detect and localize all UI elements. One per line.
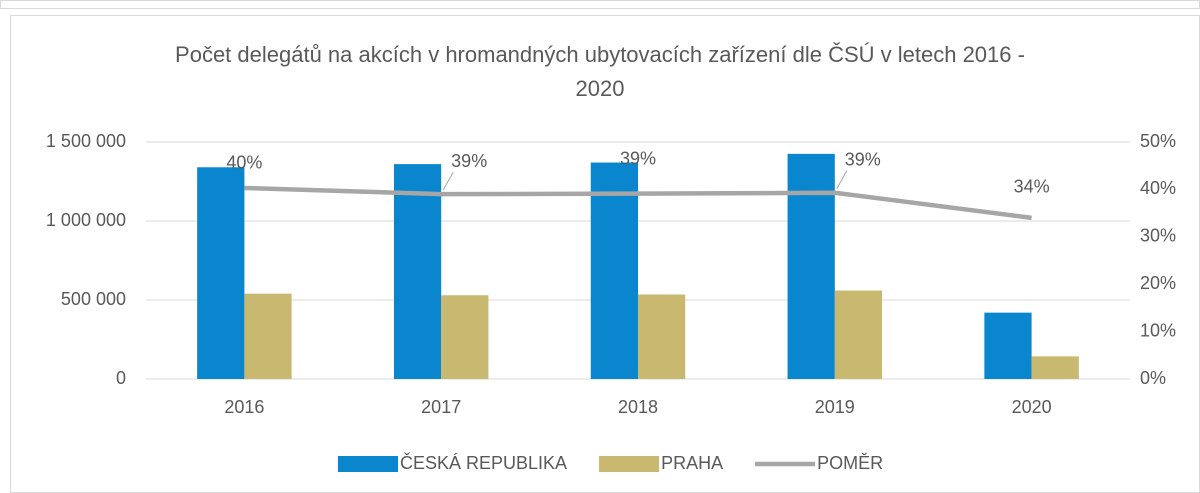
legend-label: ČESKÁ REPUBLIKA xyxy=(400,452,567,473)
y-tick-label: 0 xyxy=(116,368,126,388)
bar xyxy=(393,164,442,379)
y2-tick-label: 10% xyxy=(1140,320,1176,340)
bar xyxy=(244,293,292,379)
line xyxy=(244,185,1032,221)
x-tick-label: 2020 xyxy=(1012,397,1052,417)
y2-tick-label: 0% xyxy=(1140,368,1166,388)
bar xyxy=(441,295,489,379)
legend-swatch xyxy=(338,456,398,472)
bar xyxy=(834,290,883,379)
y-tick-label: 1 500 000 xyxy=(46,131,126,151)
leader-line xyxy=(836,170,848,189)
chart-title: Počet delegátů na akcích v hromandných u… xyxy=(175,42,1025,101)
x-tick-label: 2017 xyxy=(421,397,461,417)
bar xyxy=(638,294,686,379)
y2-tick-label: 50% xyxy=(1140,131,1176,151)
top-strip xyxy=(0,0,1200,9)
x-tick-label: 2016 xyxy=(224,397,264,417)
bar xyxy=(1031,356,1079,379)
y2-tick-label: 40% xyxy=(1140,178,1176,198)
x-tick-label: 2019 xyxy=(815,397,855,417)
y2-tick-label: 20% xyxy=(1140,273,1176,293)
legend-swatch xyxy=(599,456,660,472)
y2-tick-label: 30% xyxy=(1140,226,1176,246)
bar xyxy=(197,167,245,379)
leader-line xyxy=(442,171,454,191)
data-label: 40% xyxy=(226,153,262,173)
data-label: 34% xyxy=(1014,177,1050,197)
legend-label: POMĚR xyxy=(817,453,883,473)
bar xyxy=(787,153,835,379)
y-tick-label: 500 000 xyxy=(61,289,126,309)
bar xyxy=(590,162,638,379)
data-label: 39% xyxy=(620,148,656,168)
bar xyxy=(984,312,1032,379)
data-label: 39% xyxy=(451,151,487,171)
legend-label: PRAHA xyxy=(661,453,723,473)
x-tick-label: 2018 xyxy=(618,397,658,417)
data-label: 39% xyxy=(845,149,881,169)
y-tick-label: 1 000 000 xyxy=(46,210,126,230)
